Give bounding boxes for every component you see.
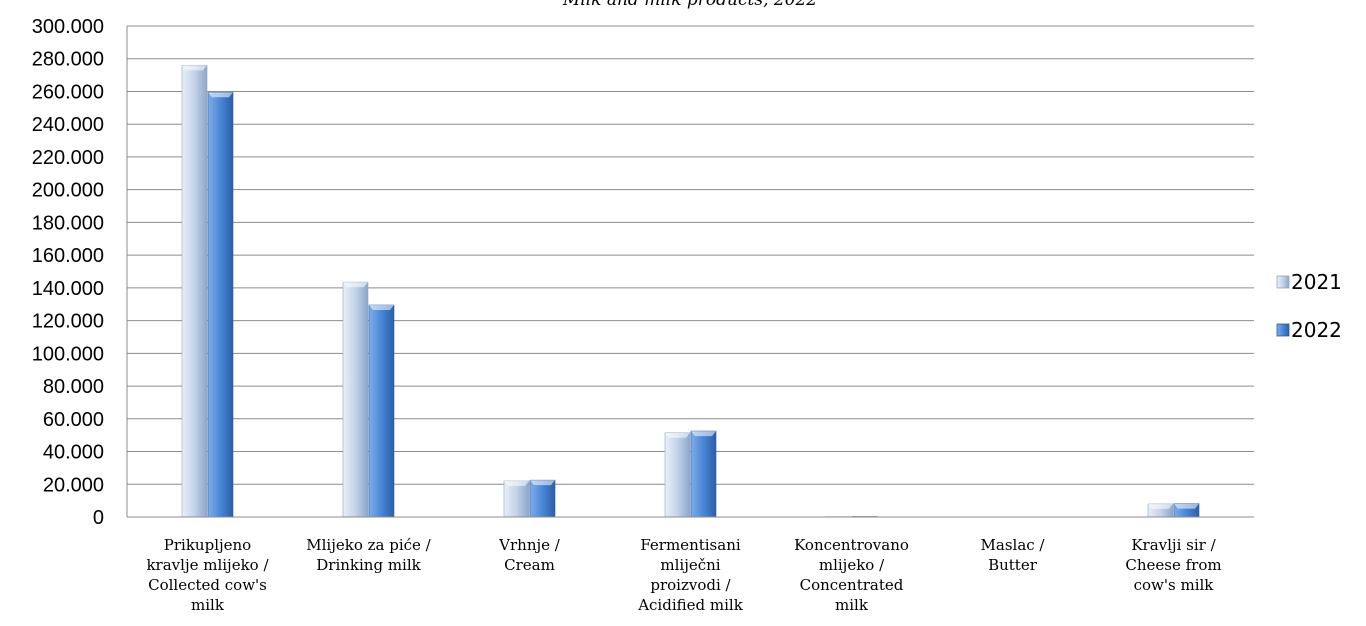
- bar-2021: [1147, 503, 1174, 518]
- x-tick-label-line: cow's milk: [1134, 576, 1215, 594]
- legend-label: 2022: [1291, 318, 1342, 342]
- x-tick-label-line: milk: [835, 596, 869, 614]
- legend-swatch: [1276, 323, 1290, 337]
- x-tick-label-line: Prikupljeno: [164, 536, 251, 554]
- x-tick-label-line: Mlijeko za piće /: [306, 536, 431, 554]
- x-tick-label-line: proizvodi /: [650, 576, 731, 594]
- bar-bevel: [691, 431, 716, 437]
- bar-body: [690, 430, 717, 518]
- x-tick-label-line: mliječni: [660, 556, 720, 574]
- bar-2021: [664, 432, 691, 518]
- bar-2021: [342, 281, 369, 518]
- y-tick-label: 0: [93, 507, 104, 529]
- x-tick-label: Kravlji sir / Cheese from cow's milk: [1125, 536, 1221, 594]
- bars: [181, 64, 1200, 518]
- x-tick-label-line: Cream: [504, 556, 555, 574]
- x-tick-label-line: kravlje mlijeko /: [146, 556, 269, 574]
- y-tick-label: 240.000: [32, 114, 104, 136]
- y-tick-label: 40.000: [43, 442, 104, 464]
- bar-body: [529, 479, 556, 518]
- x-tick-label-line: mlijeko /: [819, 556, 885, 574]
- legend: 2021 2022: [1276, 270, 1342, 342]
- y-tick-label: 200.000: [32, 180, 104, 202]
- y-tick-label: 100.000: [32, 343, 104, 365]
- x-tick-label-line: Koncentrovano: [794, 536, 909, 554]
- bar-body: [207, 91, 234, 518]
- x-tick-label-line: Acidified milk: [637, 596, 744, 614]
- y-tick-label: 280.000: [32, 49, 104, 71]
- bar-bevel: [182, 65, 207, 71]
- gridlines: [127, 25, 1254, 518]
- chart-title: Milk and milk products, 2022: [562, 0, 817, 10]
- legend-item-2021: 2021: [1276, 270, 1342, 294]
- legend-label: 2021: [1291, 270, 1342, 294]
- x-tick-label-line: Collected cow's: [148, 576, 267, 594]
- x-tick-label-line: Vrhnje /: [498, 536, 561, 554]
- x-tick-label-line: Cheese from: [1125, 556, 1221, 574]
- bar-body: [664, 432, 691, 518]
- y-tick-label: 300.000: [32, 16, 104, 38]
- bar-2021: [503, 480, 530, 518]
- y-tick-label: 160.000: [32, 245, 104, 267]
- bar-bevel: [530, 480, 555, 486]
- x-tick-label-line: Concentrated: [800, 576, 904, 594]
- y-tick-label: 220.000: [32, 147, 104, 169]
- bar-2021: [181, 64, 208, 518]
- bar-bevel: [343, 282, 368, 288]
- y-tick-label: 120.000: [32, 311, 104, 333]
- x-tick-label-line: Kravlji sir /: [1131, 536, 1216, 554]
- bar-bevel: [1174, 503, 1199, 509]
- x-tick-label-line: Drinking milk: [316, 556, 421, 574]
- legend-item-2022: 2022: [1276, 318, 1342, 342]
- x-tick-label: Koncentrovano mlijeko / Concentrated milk: [794, 536, 909, 614]
- y-tick-label: 260.000: [32, 81, 104, 103]
- bar-bevel: [504, 480, 529, 486]
- y-tick-label: 60.000: [43, 409, 104, 431]
- y-tick-label: 80.000: [43, 376, 104, 398]
- bar-2022: [690, 430, 717, 518]
- x-axis: Prikupljeno kravlje mlijeko / Collected co…: [127, 516, 1254, 614]
- bar-body: [368, 304, 395, 518]
- y-tick-label: 140.000: [32, 278, 104, 300]
- x-tick-label-line: Maslac /: [981, 536, 1046, 554]
- bar-body: [503, 480, 530, 518]
- bar-2022: [368, 304, 395, 518]
- bar-body: [181, 64, 208, 518]
- y-axis: 0 20.000 40.000 60.000 80.000 100.000 120.000 1…: [32, 16, 128, 529]
- legend-swatch: [1276, 275, 1290, 289]
- y-tick-label: 20.000: [43, 474, 104, 496]
- bar-bevel: [208, 92, 233, 98]
- bar-2022: [529, 479, 556, 518]
- bar-bevel: [369, 305, 394, 311]
- bar-2022: [1173, 503, 1200, 518]
- x-tick-label-line: Butter: [988, 556, 1038, 574]
- x-tick-label-line: milk: [191, 596, 225, 614]
- x-tick-label: Prikupljeno kravlje mlijeko / Collected co…: [146, 536, 269, 614]
- y-tick-label: 180.000: [32, 212, 104, 234]
- x-tick-label: Maslac / Butter: [981, 536, 1046, 574]
- bar-bevel: [1148, 503, 1173, 509]
- x-tick-label: Mlijeko za piće / Drinking milk: [306, 536, 431, 574]
- x-tick-label-line: Fermentisani: [640, 536, 741, 554]
- bar-body: [342, 281, 369, 518]
- x-tick-label: Fermentisani mliječni proizvodi / Acidified…: [637, 536, 744, 614]
- x-tick-label: Vrhnje / Cream: [498, 536, 561, 574]
- bar-2022: [207, 91, 234, 518]
- bar-bevel: [665, 432, 690, 438]
